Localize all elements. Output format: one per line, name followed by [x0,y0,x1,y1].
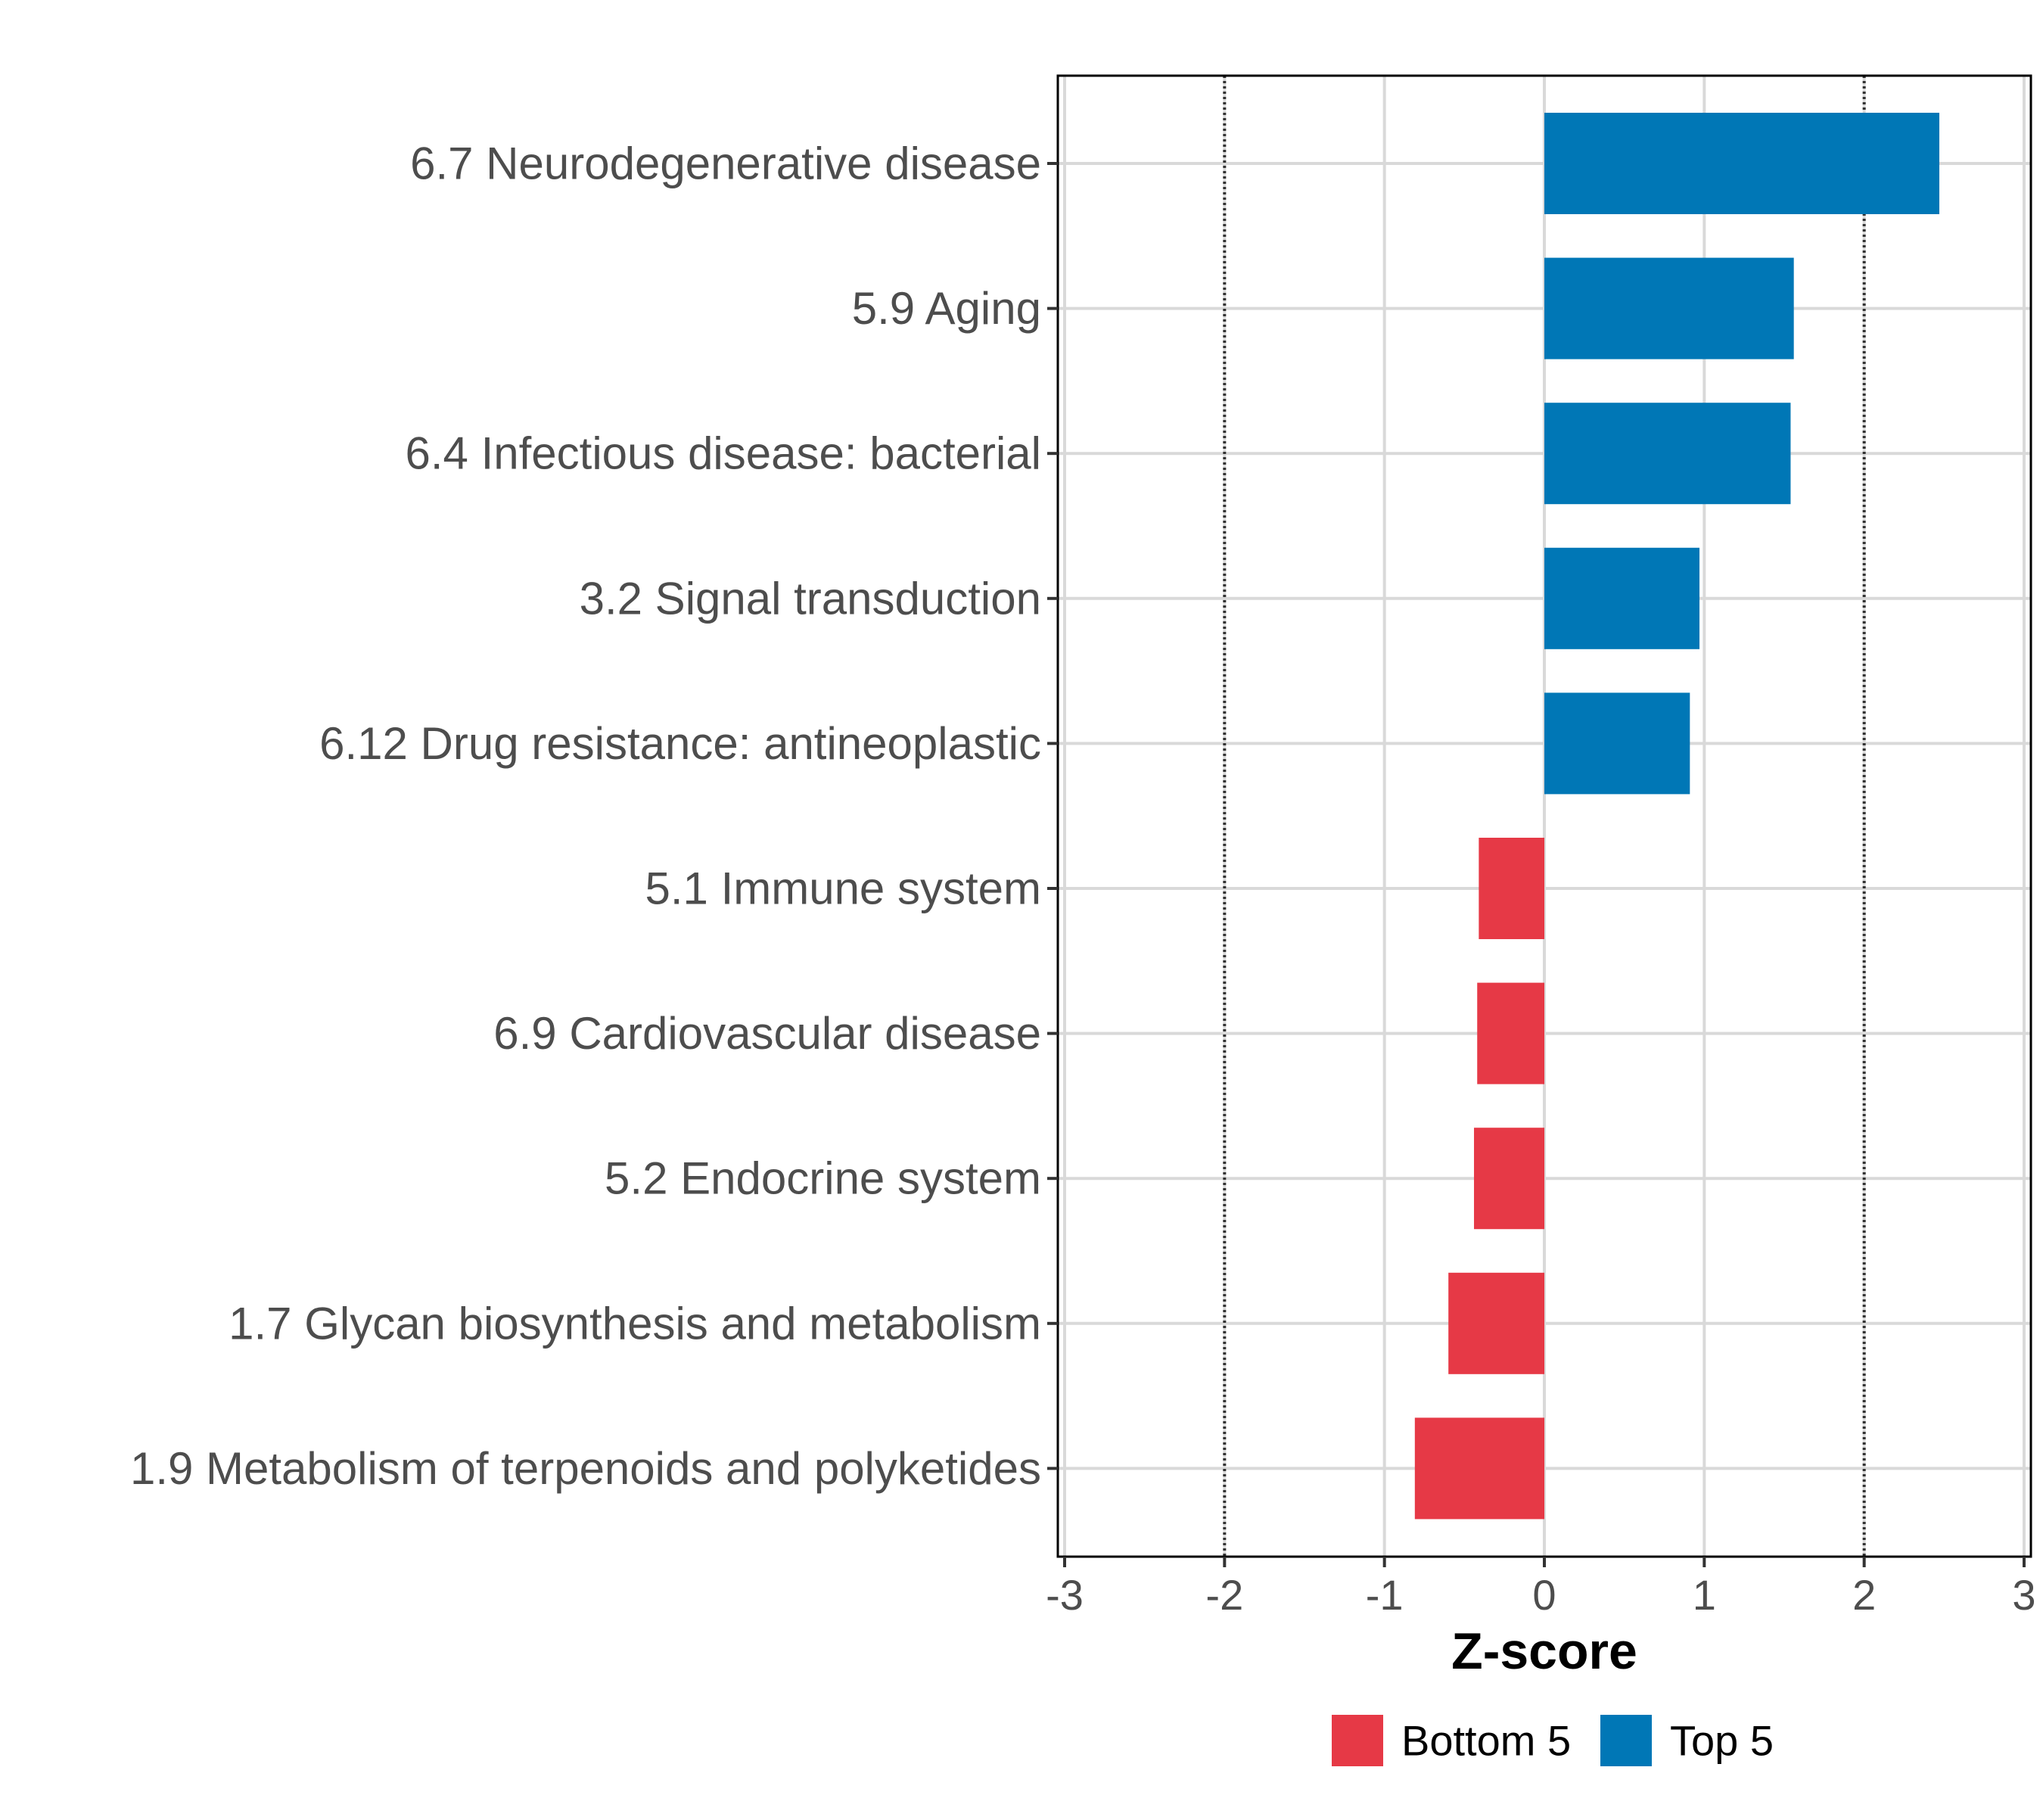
x-tick-label: -3 [1046,1571,1084,1619]
x-tick-label: -1 [1366,1571,1404,1619]
category-label: 6.4 Infectious disease: bacterial [406,428,1042,479]
x-tick-label: 2 [1852,1571,1876,1619]
bar [1544,403,1791,505]
legend-label: Top 5 [1670,1717,1774,1765]
category-label: 5.9 Aging [852,283,1041,334]
bar [1544,113,1939,214]
x-tick-label: 1 [1693,1571,1716,1619]
bars [1414,113,1939,1520]
bar [1474,1128,1544,1230]
x-tick-label: 3 [2012,1571,2035,1619]
bar [1479,838,1544,939]
category-label: 6.9 Cardiovascular disease [493,1008,1041,1059]
legend-swatch [1332,1715,1383,1766]
x-tick-label: -2 [1205,1571,1243,1619]
category-label: 6.7 Neurodegenerative disease [410,138,1041,189]
x-axis-title: Z-score [1451,1622,1637,1680]
category-label: 6.12 Drug resistance: antineoplastic [319,718,1041,769]
bar [1544,547,1699,649]
x-tick-label: 0 [1532,1571,1556,1619]
category-label: 5.1 Immune system [645,863,1041,914]
bar [1414,1417,1544,1520]
x-axis: -3 -2 -1 0 1 2 3 [1046,1557,2036,1619]
category-label: 5.2 Endocrine system [605,1153,1041,1204]
y-axis: 6.7 Neurodegenerative disease 5.9 Aging 6.… [130,138,1058,1494]
legend: Bottom 5 Top 5 [1332,1715,1774,1766]
legend-label: Bottom 5 [1401,1717,1571,1765]
bar [1544,257,1794,359]
category-label: 1.7 Glycan biosynthesis and metabolism [229,1298,1041,1349]
category-label: 3.2 Signal transduction [580,573,1041,624]
bar [1448,1272,1544,1374]
bar [1544,692,1690,795]
bar [1477,982,1544,1084]
category-label: 1.9 Metabolism of terpenoids and polyket… [130,1443,1041,1494]
legend-swatch [1600,1715,1652,1766]
